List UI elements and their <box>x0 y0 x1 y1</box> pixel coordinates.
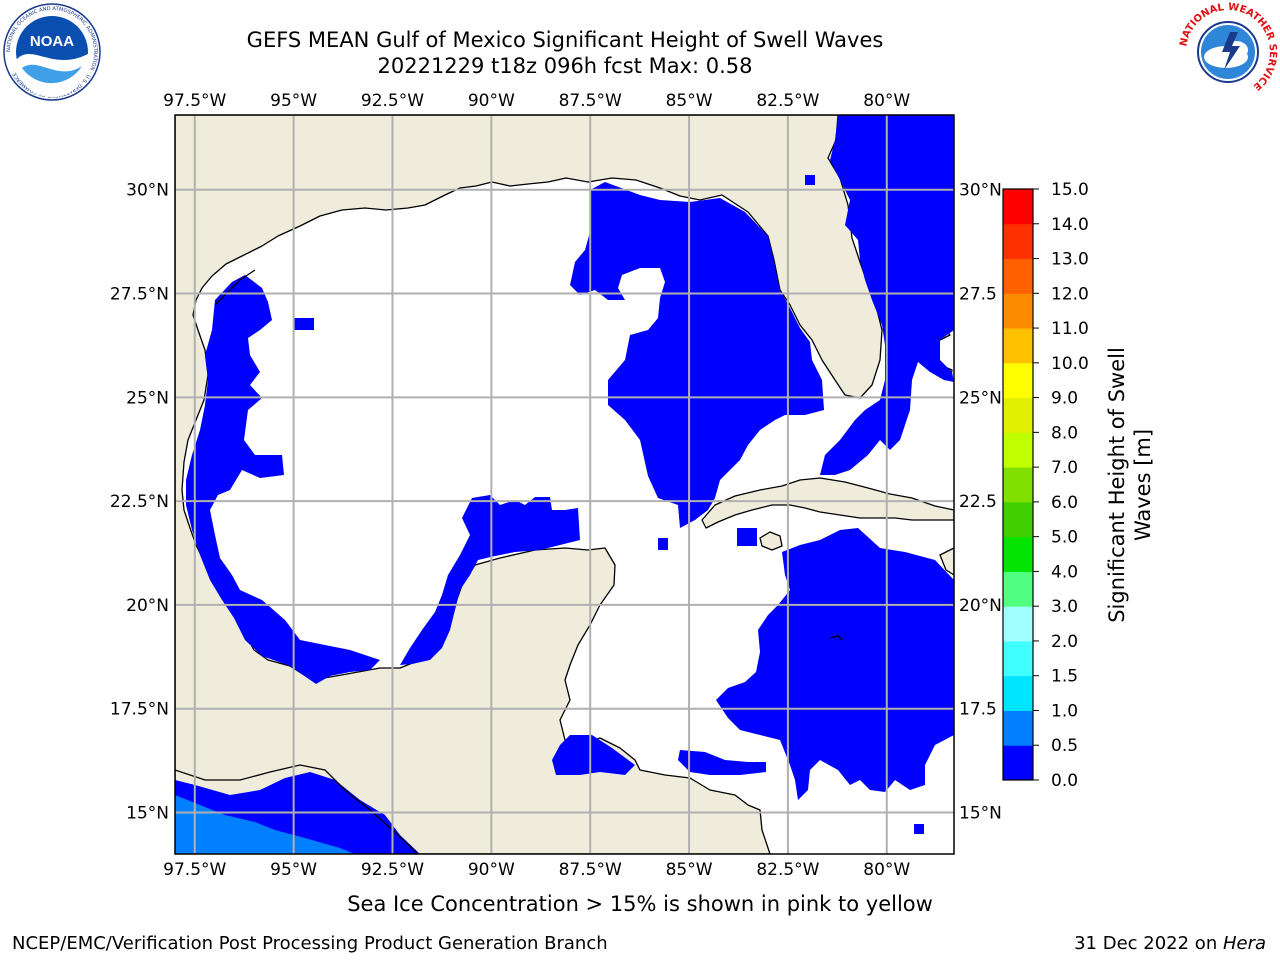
lat-tick-label-left: 15°N <box>126 803 169 823</box>
credit-date: 31 Dec 2022 on Hera <box>1074 933 1266 954</box>
colorbar-tick-label: 12.0 <box>1051 284 1089 304</box>
lat-tick-label-right: 15°N <box>959 803 1002 823</box>
sea-ice-note: Sea Ice Concentration > 15% is shown in … <box>347 892 933 916</box>
colorbar-segment <box>1003 362 1033 399</box>
lat-tick-label-left: 20°N <box>126 596 169 616</box>
lat-tick-label-right: 17.5 <box>959 700 997 720</box>
tick-labels: 97.5°W 97.5°W 95°W 95°W 92.5°W 92.5°W 90°W 90°W… <box>110 91 1002 880</box>
lat-tick-label-left: 25°N <box>126 388 169 408</box>
lat-tick-label-right: 20°N <box>959 596 1002 616</box>
colorbar-tick-label: 0.5 <box>1051 736 1078 756</box>
lon-tick-label-top: 97.5°W <box>163 91 226 111</box>
lon-tick-label-bottom: 92.5°W <box>361 860 424 880</box>
colorbar-tick-label: 3.0 <box>1051 597 1078 617</box>
map-subtitle: 20221229 t18z 096h fcst Max: 0.58 <box>377 54 753 78</box>
nws-logo: NATIONAL WEATHER SERVICE <box>1178 2 1278 102</box>
lon-tick-label-bottom: 82.5°W <box>756 860 819 880</box>
land-hispaniola <box>939 547 954 576</box>
colorbar-tick-label: 8.0 <box>1051 423 1078 443</box>
colorbar-segment <box>1003 258 1033 294</box>
land-cuba <box>701 477 954 529</box>
credit-branch: NCEP/EMC/Verification Post Processing Pr… <box>12 933 608 954</box>
colorbar-segment <box>1003 536 1033 572</box>
lat-tick-label-left: 17.5°N <box>110 700 169 720</box>
colorbar-segment <box>1003 571 1033 607</box>
colorbar-label-line1: Significant Height of Swell <box>1105 347 1129 623</box>
lon-tick-label-bottom: 95°W <box>270 860 317 880</box>
lon-tick-label-bottom: 97.5°W <box>163 860 226 880</box>
svg-text:NOAA: NOAA <box>30 33 74 50</box>
lat-tick-label-left: 30°N <box>126 181 169 201</box>
colorbar-label: Significant Height of SwellWaves [m] <box>1105 347 1155 623</box>
lon-tick-label-top: 87.5°W <box>559 91 622 111</box>
coastlines <box>175 269 843 854</box>
credit-date-text: 31 Dec 2022 on <box>1074 933 1223 954</box>
colorbar-tick-label: 10.0 <box>1051 354 1089 374</box>
lon-tick-label-top: 80°W <box>863 91 910 111</box>
land-isla-juventud <box>759 531 783 551</box>
colorbar-segment <box>1003 328 1033 364</box>
colorbar-label-line2: Waves [m] <box>1131 429 1155 541</box>
lon-tick-label-bottom: 80°W <box>863 860 910 880</box>
colorbar-segment <box>1003 606 1033 642</box>
grid-lines <box>175 115 954 854</box>
swell-0.5-1.0-region <box>175 795 355 854</box>
lat-tick-label-right: 30°N <box>959 181 1002 201</box>
colorbar-tick-label: 13.0 <box>1051 250 1089 270</box>
colorbar-segment <box>1003 397 1033 433</box>
lon-tick-label-top: 90°W <box>468 91 515 111</box>
colorbar-segment <box>1003 745 1033 781</box>
colorbar-tick-label: 1.0 <box>1051 701 1078 721</box>
colorbar-tick-label: 6.0 <box>1051 493 1078 513</box>
colorbar-segment <box>1003 675 1033 711</box>
colorbar-segment <box>1003 467 1033 503</box>
lon-tick-label-bottom: 90°W <box>468 860 515 880</box>
lat-tick-label-left: 22.5°N <box>110 492 169 512</box>
map-frame <box>174 114 955 855</box>
lat-tick-label-right: 27.5 <box>959 285 997 305</box>
map-area <box>175 115 954 854</box>
noaa-logo: NATIONAL OCEANIC AND ATMOSPHERIC ADMINIS… <box>2 2 102 102</box>
lon-tick-label-top: 95°W <box>270 91 317 111</box>
lat-tick-label-right: 25°N <box>959 388 1002 408</box>
colorbar-segment <box>1003 293 1033 329</box>
lat-tick-label-left: 27.5°N <box>110 285 169 305</box>
colorbar-tick-label: 5.0 <box>1051 528 1078 548</box>
colorbar-tick-label: 0.0 <box>1051 771 1078 791</box>
colorbar-tick-label: 11.0 <box>1051 319 1089 339</box>
colorbar-tick-label: 15.0 <box>1051 180 1089 200</box>
map-title: GEFS MEAN Gulf of Mexico Significant Hei… <box>246 28 884 52</box>
colorbar-segment <box>1003 432 1033 468</box>
colorbar-tick-label: 2.0 <box>1051 632 1078 652</box>
colorbar-segment <box>1003 189 1033 225</box>
colorbar-segment <box>1003 223 1033 260</box>
colorbar-tick-label: 7.0 <box>1051 458 1078 478</box>
credit-host: Hera <box>1222 933 1266 954</box>
colorbar-tick-label: 14.0 <box>1051 215 1089 235</box>
colorbar-tick-label: 9.0 <box>1051 389 1078 409</box>
colorbar-frame <box>1002 188 1034 781</box>
colorbar-segment <box>1003 501 1033 538</box>
lon-tick-label-bottom: 85°W <box>666 860 713 880</box>
colorbar: 0.0 0.5 1.0 1.5 2.0 3.0 4.0 5.0 6.0 7.0 8.0 9.0 10.0… <box>1002 180 1089 791</box>
colorbar-tick-label: 4.0 <box>1051 562 1078 582</box>
colorbar-segment <box>1003 710 1033 746</box>
colorbar-tick-label: 1.5 <box>1051 667 1078 687</box>
lon-tick-label-bottom: 87.5°W <box>559 860 622 880</box>
lon-tick-label-top: 92.5°W <box>361 91 424 111</box>
colorbar-segment <box>1003 640 1033 677</box>
lon-tick-label-top: 85°W <box>666 91 713 111</box>
lat-tick-label-right: 22.5 <box>959 492 997 512</box>
lon-tick-label-top: 82.5°W <box>756 91 819 111</box>
